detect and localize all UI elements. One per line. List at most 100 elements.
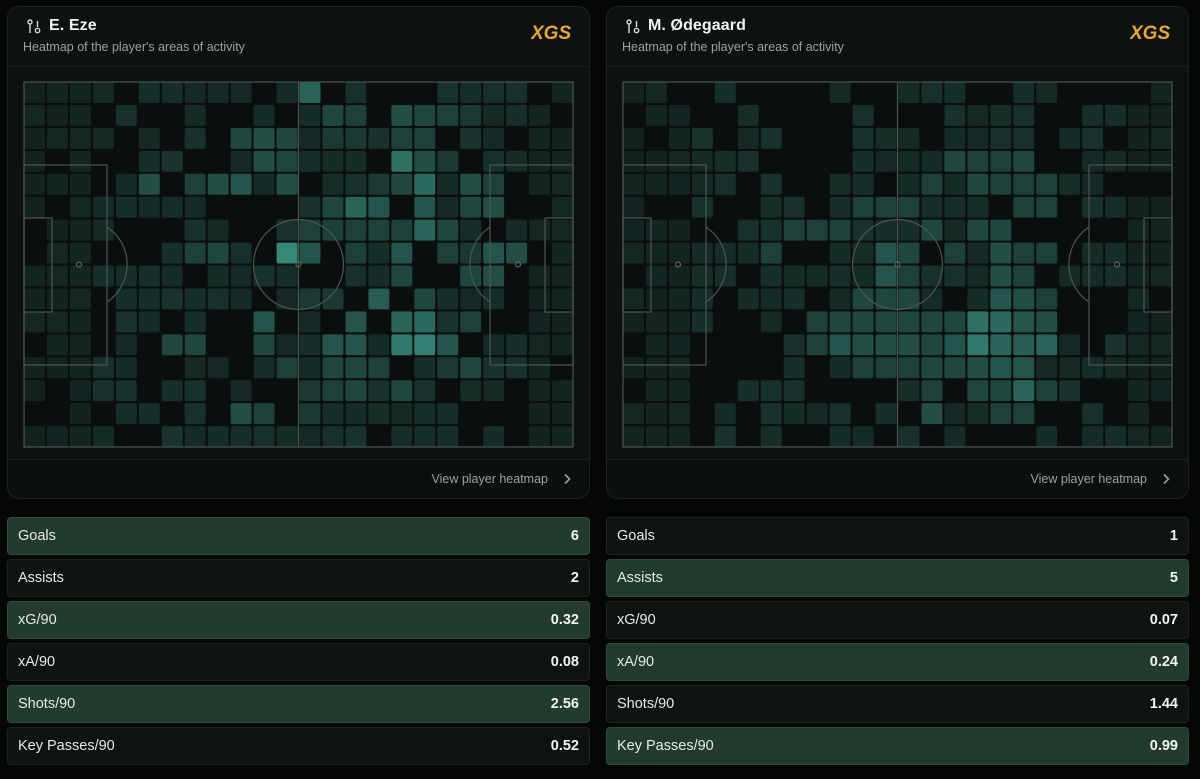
heat-cell <box>92 357 114 379</box>
penalty-arc-left <box>106 226 128 303</box>
heat-cell <box>714 426 736 447</box>
heat-cell <box>875 403 897 425</box>
heat-cell <box>552 150 573 172</box>
heat-cell <box>990 311 1012 333</box>
heat-cell <box>46 265 68 287</box>
heat-cell <box>1151 104 1172 126</box>
heat-cell <box>1128 311 1150 333</box>
heat-cell <box>345 242 367 264</box>
heat-cell <box>253 426 275 447</box>
heat-cell <box>645 219 667 241</box>
heat-cell <box>391 219 413 241</box>
heat-cell <box>414 219 436 241</box>
heat-cell <box>46 288 68 310</box>
stat-row-xa90: xA/90 0.24 <box>606 643 1189 681</box>
heat-cell <box>69 380 91 402</box>
heat-cell <box>1082 403 1104 425</box>
chevron-right-icon[interactable] <box>562 473 572 485</box>
heat-cell <box>69 127 91 149</box>
heat-cell <box>552 288 573 310</box>
heat-cell <box>990 219 1012 241</box>
heat-cell <box>1128 403 1150 425</box>
heat-cell <box>783 265 805 287</box>
heat-cell <box>898 82 920 103</box>
heat-cell <box>806 334 828 356</box>
heat-cell <box>1059 380 1081 402</box>
heat-cell <box>414 403 436 425</box>
heat-cell <box>898 219 920 241</box>
heat-cell <box>299 219 321 241</box>
heat-cell <box>1128 334 1150 356</box>
heat-cell <box>24 173 45 195</box>
heat-cell <box>529 380 551 402</box>
heat-cell <box>437 288 459 310</box>
heat-cell <box>1105 242 1127 264</box>
heat-cell <box>391 311 413 333</box>
heat-cell <box>1013 357 1035 379</box>
heat-cell <box>391 426 413 447</box>
heat-cell <box>645 334 667 356</box>
heat-cell <box>944 426 966 447</box>
heat-cell <box>92 196 114 218</box>
heat-cell <box>760 219 782 241</box>
center-circle <box>851 218 944 311</box>
heat-cell <box>898 426 920 447</box>
center-spot <box>894 261 901 268</box>
heat-cell <box>1128 196 1150 218</box>
heat-cell <box>852 357 874 379</box>
heatmap-card: M. Ødegaard Heatmap of the player's area… <box>606 6 1189 499</box>
stat-row-goals: Goals 1 <box>606 517 1189 555</box>
heat-cell <box>668 173 690 195</box>
chevron-right-icon[interactable] <box>1161 473 1171 485</box>
heat-cell <box>852 265 874 287</box>
heat-cell <box>322 173 344 195</box>
stat-value: 1 <box>1169 528 1178 544</box>
view-player-heatmap-link[interactable]: View player heatmap <box>1030 472 1147 486</box>
heat-cell <box>898 265 920 287</box>
heat-cell <box>345 265 367 287</box>
heat-cell <box>967 104 989 126</box>
heat-cell <box>161 334 183 356</box>
heat-cell <box>1082 357 1104 379</box>
heat-cell <box>1059 127 1081 149</box>
heat-cell <box>460 311 482 333</box>
heat-cell <box>760 173 782 195</box>
svg-text:XGS: XGS <box>1130 23 1170 43</box>
heat-cell <box>299 357 321 379</box>
heat-cell <box>69 334 91 356</box>
heat-cell <box>230 380 252 402</box>
heat-cell <box>414 173 436 195</box>
goal-box-right <box>544 217 574 313</box>
heat-cell <box>391 265 413 287</box>
heat-cell <box>391 150 413 172</box>
heat-cell <box>1151 127 1172 149</box>
stat-value: 0.52 <box>550 738 579 754</box>
heat-cell <box>460 242 482 264</box>
heat-cell <box>414 104 436 126</box>
heat-cell <box>253 403 275 425</box>
heat-cell <box>276 219 298 241</box>
heat-cell <box>24 357 45 379</box>
stat-label: xA/90 <box>18 654 56 670</box>
heat-cell <box>737 150 759 172</box>
heat-cell <box>322 426 344 447</box>
heat-cell <box>322 334 344 356</box>
heat-cell <box>645 311 667 333</box>
heat-cell <box>1036 82 1058 103</box>
heat-cell <box>506 104 528 126</box>
heat-cell <box>414 334 436 356</box>
view-player-heatmap-link[interactable]: View player heatmap <box>431 472 548 486</box>
heat-cell <box>24 150 45 172</box>
heat-cell <box>875 334 897 356</box>
heat-cell <box>483 265 505 287</box>
heat-cell <box>1105 104 1127 126</box>
center-circle <box>252 218 345 311</box>
heat-cell <box>623 150 644 172</box>
heat-cell <box>24 311 45 333</box>
heat-cell <box>829 173 851 195</box>
heat-cell <box>829 265 851 287</box>
heat-cell <box>184 219 206 241</box>
heat-cell <box>1105 196 1127 218</box>
heat-cell <box>944 311 966 333</box>
heat-cell <box>691 242 713 264</box>
